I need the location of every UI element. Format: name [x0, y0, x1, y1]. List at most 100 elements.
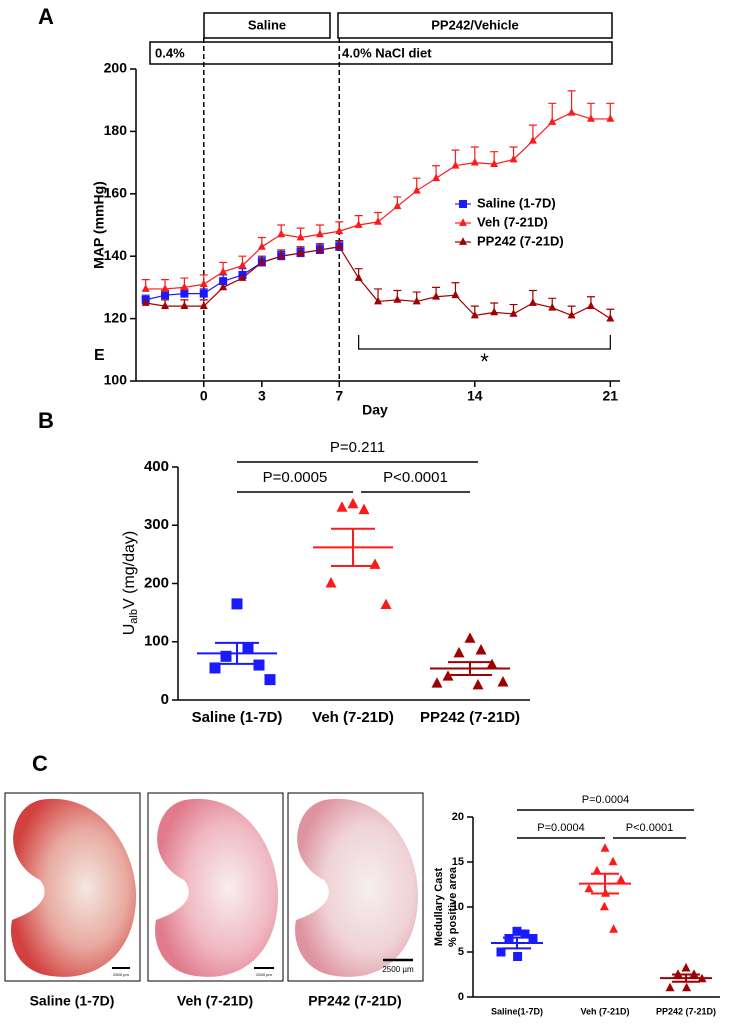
y-tick-label: 160 — [104, 185, 128, 201]
marker — [296, 232, 305, 241]
x-tick-label: PP242 (7-21D) — [420, 709, 520, 726]
y-tick-label: 5 — [458, 946, 464, 958]
p-value: P=0.0005 — [263, 469, 328, 486]
y-tick-label: 10 — [452, 901, 464, 913]
x-tick-label: Saline (1-7D) — [192, 709, 283, 726]
p-value: P=0.211 — [330, 439, 385, 456]
marker — [336, 501, 348, 512]
marker — [374, 296, 382, 305]
marker — [161, 284, 170, 292]
x-tick-label: PP242 (7-21D) — [656, 1006, 716, 1016]
marker — [475, 644, 487, 655]
marker — [490, 307, 499, 316]
marker — [453, 646, 465, 658]
stray-label: E — [94, 347, 105, 364]
marker — [431, 677, 443, 688]
marker — [277, 229, 286, 238]
marker — [513, 952, 523, 961]
marker — [199, 301, 208, 310]
sem-bar — [591, 872, 619, 895]
phase-box — [337, 12, 613, 39]
marker — [315, 245, 324, 253]
marker — [393, 201, 402, 210]
marker — [528, 934, 538, 943]
marker — [238, 260, 247, 269]
marker — [231, 598, 243, 610]
marker — [161, 301, 170, 310]
panel-label: A — [38, 4, 54, 29]
marker — [682, 982, 692, 992]
x-tick-label: 0 — [200, 388, 208, 404]
marker — [393, 295, 402, 303]
y-tick-label: 20 — [452, 811, 464, 823]
marker — [412, 296, 421, 305]
marker — [358, 503, 370, 515]
image-label: PP242 (7-21D) — [308, 993, 401, 1009]
marker — [412, 185, 421, 194]
scale-bar-label: 2500 µm — [256, 972, 272, 977]
y-tick-label: 120 — [104, 309, 128, 325]
marker — [470, 157, 479, 166]
marker — [380, 598, 392, 610]
p-value: P<0.0001 — [626, 822, 673, 834]
marker — [665, 982, 675, 992]
marker — [315, 229, 324, 238]
marker — [528, 136, 537, 144]
marker — [486, 658, 498, 670]
marker — [689, 969, 699, 978]
marker — [548, 302, 557, 311]
y-axis-label: MAP (mmHg) — [91, 181, 107, 269]
y-tick-label: 200 — [104, 60, 128, 76]
marker — [347, 497, 359, 509]
scale-bar-label: 2500 µm — [382, 965, 414, 974]
marker — [497, 676, 509, 687]
y-tick-label: 0 — [458, 991, 464, 1003]
marker — [180, 289, 189, 298]
marker — [264, 674, 276, 686]
marker — [220, 650, 232, 662]
marker — [141, 284, 150, 292]
p-value: P=0.0004 — [537, 822, 584, 834]
marker — [335, 242, 344, 250]
x-tick-label: 21 — [603, 388, 619, 404]
y-tick-label: 140 — [104, 247, 128, 263]
marker — [616, 874, 626, 884]
diet-box — [149, 41, 613, 65]
marker — [354, 273, 363, 281]
marker — [496, 947, 506, 957]
marker — [180, 282, 189, 291]
y-axis-label: Medullary Cast — [433, 868, 445, 947]
marker — [199, 289, 208, 298]
marker — [509, 154, 518, 163]
legend-marker — [459, 237, 467, 245]
marker — [470, 310, 479, 319]
x-axis-label: Day — [362, 402, 388, 418]
marker — [199, 279, 208, 288]
marker — [451, 161, 460, 169]
y-tick-label: 400 — [144, 458, 169, 475]
y-label-sub: alb — [128, 609, 140, 624]
marker — [609, 924, 619, 933]
image-label: Veh (7-21D) — [177, 993, 253, 1009]
marker — [335, 226, 344, 235]
sem-bar — [448, 661, 492, 676]
marker — [238, 273, 247, 281]
y-label-part: V (mg/day) — [121, 531, 138, 609]
marker — [548, 117, 557, 125]
marker — [567, 107, 576, 116]
x-tick-label: Veh (7-21D) — [312, 709, 394, 726]
legend-label: Saline (1-7D) — [477, 195, 556, 210]
p-value: P<0.0001 — [383, 469, 448, 486]
series-line — [145, 246, 611, 320]
p-value: P=0.0004 — [582, 794, 629, 806]
marker — [257, 242, 266, 250]
sem-bar — [331, 527, 375, 568]
y-label-part: U — [121, 624, 138, 636]
marker — [608, 856, 618, 866]
diet-label: 4.0% NaCl diet — [342, 45, 432, 60]
panel-label: B — [38, 408, 54, 433]
marker — [161, 291, 170, 300]
legend-marker — [459, 218, 467, 226]
significance-label: * — [480, 349, 489, 374]
